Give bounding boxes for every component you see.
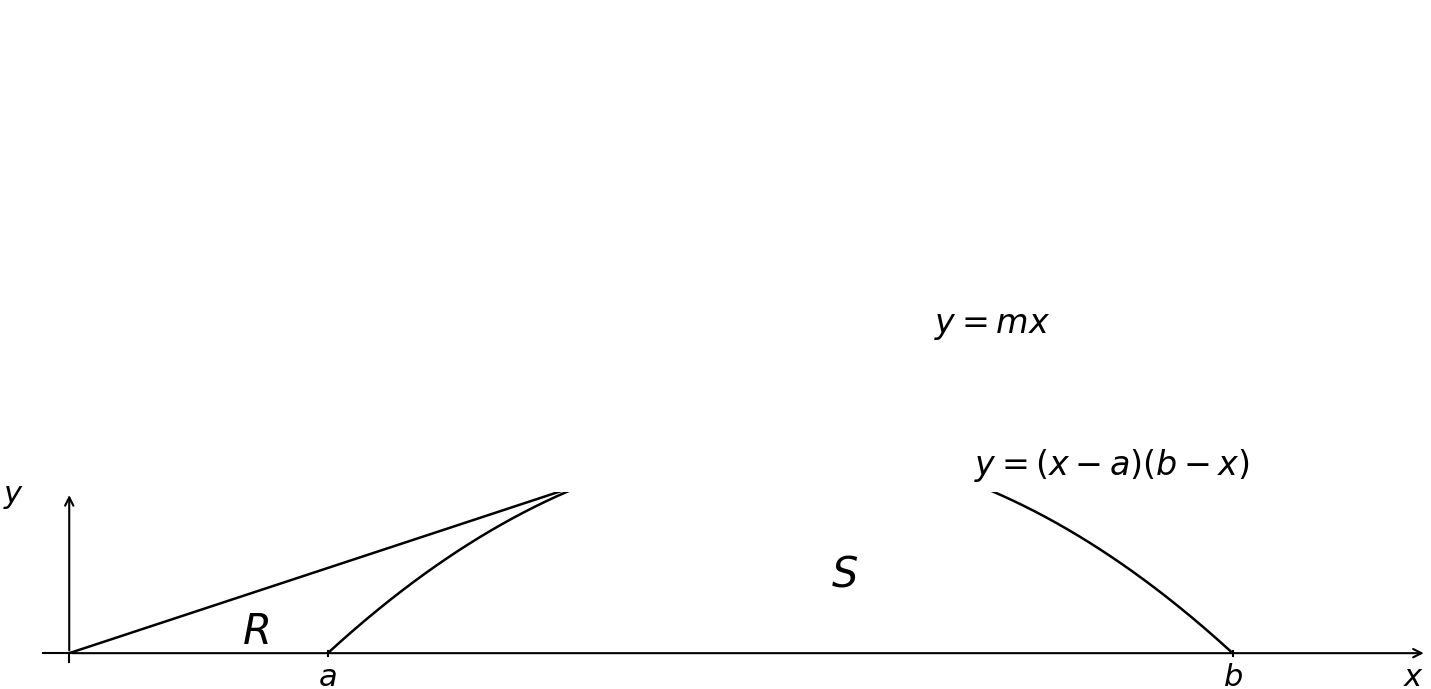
Text: $b$: $b$ xyxy=(1222,663,1242,689)
Text: $a$: $a$ xyxy=(319,663,338,689)
Text: $R$: $R$ xyxy=(242,610,269,652)
Text: $y = (x-a)(b-x)$: $y = (x-a)(b-x)$ xyxy=(975,447,1249,484)
Text: $y = mx$: $y = mx$ xyxy=(934,310,1050,342)
Text: $y$: $y$ xyxy=(3,480,24,511)
Text: $S$: $S$ xyxy=(831,553,859,595)
Text: $x$: $x$ xyxy=(1402,661,1424,689)
